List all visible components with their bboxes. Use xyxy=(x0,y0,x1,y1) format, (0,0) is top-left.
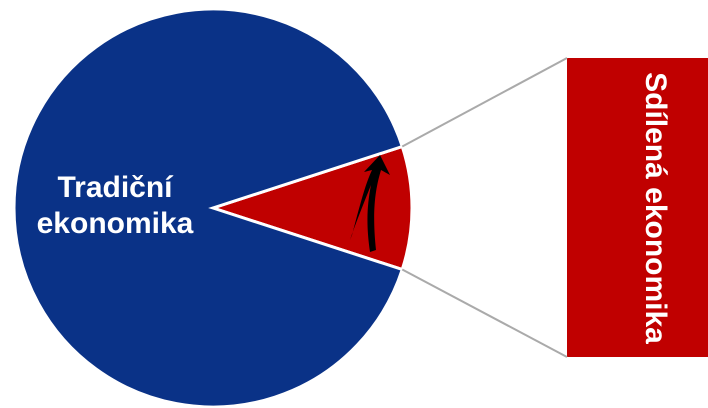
pie-slice xyxy=(12,7,405,408)
pie-slice xyxy=(208,144,414,272)
pie xyxy=(12,7,414,408)
detail-bar xyxy=(567,58,708,357)
bar-label: Sdílená ekonomika xyxy=(639,72,672,344)
arrow-icon xyxy=(350,155,390,252)
connector-line xyxy=(401,57,568,148)
connector-line xyxy=(401,268,568,358)
slice-label: Tradiční ekonomika xyxy=(36,171,194,240)
